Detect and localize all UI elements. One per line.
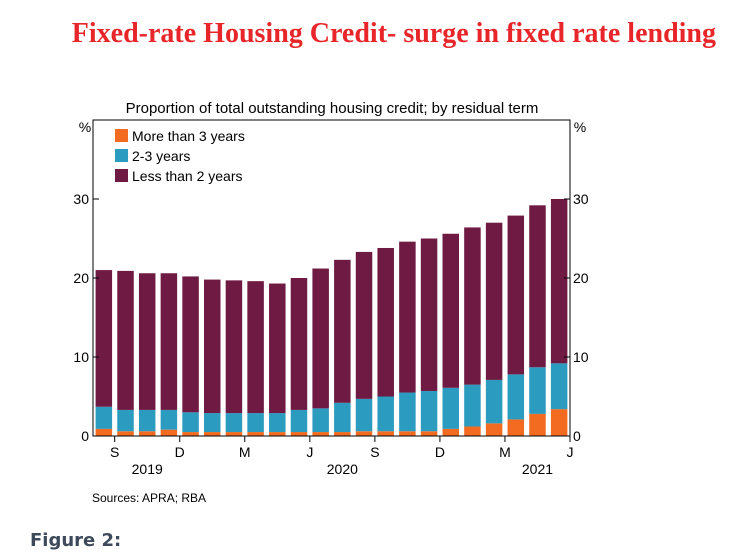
bar-segment-1-17	[442, 428, 459, 436]
bar-segment-3-19	[485, 222, 503, 380]
bar-segment-1-6	[204, 432, 221, 436]
bar-segment-1-3	[138, 431, 156, 436]
bar-segment-1-15	[399, 431, 416, 436]
bar-segment-2-14	[377, 396, 394, 432]
bar-segment-3-12	[334, 259, 351, 403]
legend-swatch-1	[115, 129, 128, 142]
bar-segment-3-2	[117, 270, 134, 410]
y-tick-label-right-10: 10	[573, 349, 589, 365]
bar-segment-2-3	[138, 409, 156, 432]
y-tick-label-right-0: 0	[573, 428, 581, 444]
bar-segment-1-4	[160, 429, 178, 436]
bar-segment-1-13	[355, 431, 373, 436]
y-tick-label-left-20: 20	[73, 270, 89, 286]
bar-segment-1-22	[550, 409, 568, 436]
bar-segment-3-18	[464, 227, 481, 385]
bar-segment-2-19	[485, 379, 503, 424]
legend-swatch-3	[115, 169, 128, 182]
bar-segment-2-1	[95, 406, 113, 429]
chart-title: Proportion of total outstanding housing …	[126, 100, 539, 117]
bar-segment-1-2	[117, 431, 134, 436]
x-tick-label-5: S	[370, 444, 379, 460]
bar-segment-2-6	[204, 413, 221, 433]
bar-segment-2-11	[312, 408, 329, 433]
bar-segment-3-7	[225, 280, 243, 414]
bar-segment-2-22	[550, 363, 568, 410]
bar-segment-1-20	[507, 419, 525, 436]
bar-segment-1-9	[269, 432, 286, 436]
bar-segment-2-21	[529, 367, 546, 414]
bar-segment-3-10	[290, 278, 308, 410]
y-tick-label-right-30: 30	[573, 191, 589, 207]
slide-title: Fixed-rate Housing Credit- surge in fixe…	[71, 18, 716, 49]
bar-segment-2-12	[334, 402, 351, 433]
bar-segment-1-7	[225, 432, 243, 436]
bar-segment-3-5	[182, 276, 199, 413]
x-tick-label-7: M	[499, 444, 511, 460]
bar-segment-1-18	[464, 426, 481, 436]
bar-segment-3-13	[355, 251, 373, 399]
bar-segment-2-5	[182, 412, 199, 433]
bar-segment-2-8	[247, 413, 264, 433]
figure-caption: Figure 2:	[30, 530, 122, 551]
x-year-label-2019: 2019	[132, 461, 163, 477]
bar-segment-2-20	[507, 374, 525, 420]
bar-segment-3-9	[269, 283, 286, 414]
x-tick-label-6: D	[435, 444, 445, 460]
bar-segment-3-21	[529, 205, 546, 368]
legend-label-2: 2-3 years	[132, 148, 190, 164]
x-tick-label-4: J	[306, 444, 313, 460]
bar-segment-3-11	[312, 268, 329, 409]
legend-swatch-2	[115, 149, 128, 162]
bar-segment-2-7	[225, 413, 243, 433]
bar-segment-1-5	[182, 432, 199, 436]
x-year-label-2021: 2021	[522, 461, 553, 477]
bar-segment-2-15	[399, 392, 416, 432]
bar-segment-3-14	[377, 247, 394, 397]
legend-label-1: More than 3 years	[132, 128, 245, 144]
bar-segment-1-8	[247, 432, 264, 436]
y-tick-label-left-0: 0	[81, 428, 89, 444]
chart-source: Sources: APRA; RBA	[92, 491, 206, 505]
bar-segment-3-1	[95, 270, 113, 407]
bar-segment-2-13	[355, 398, 373, 432]
x-tick-label-8: J	[567, 444, 574, 460]
bar-segment-3-3	[138, 273, 156, 410]
bar-segment-3-15	[399, 241, 416, 393]
bar-segment-1-21	[529, 413, 546, 436]
bar-segment-1-16	[420, 431, 438, 436]
bar-segment-1-19	[485, 423, 503, 436]
bar-segment-2-9	[269, 413, 286, 433]
bar-segment-2-10	[290, 409, 308, 433]
x-year-label-2020: 2020	[327, 461, 358, 477]
x-tick-label-1: S	[110, 444, 119, 460]
bar-segment-3-20	[507, 215, 525, 375]
bar-segment-2-18	[464, 384, 481, 427]
bar-segment-3-17	[442, 233, 459, 388]
bar-segment-2-4	[160, 409, 178, 430]
bar-segment-1-11	[312, 432, 329, 436]
bar-segment-3-22	[550, 199, 568, 364]
bar-segment-1-10	[290, 432, 308, 436]
y-tick-label-right-20: 20	[573, 270, 589, 286]
bar-segment-3-6	[204, 279, 221, 414]
bar-segment-2-2	[117, 409, 134, 432]
bar-segment-3-4	[160, 273, 178, 410]
y-unit-left: %	[79, 119, 91, 135]
bar-segment-2-17	[442, 387, 459, 429]
y-tick-label-left-30: 30	[73, 191, 89, 207]
bar-segment-1-12	[334, 432, 351, 436]
bar-segment-1-14	[377, 431, 394, 436]
x-tick-label-3: M	[239, 444, 251, 460]
legend-label-3: Less than 2 years	[132, 168, 243, 184]
bar-segment-1-1	[95, 428, 113, 436]
y-unit-right: %	[574, 119, 586, 135]
bar-segment-2-16	[420, 390, 438, 432]
y-tick-label-left-10: 10	[73, 349, 89, 365]
bar-segment-3-16	[420, 238, 438, 391]
x-tick-label-2: D	[175, 444, 185, 460]
bar-segment-3-8	[247, 281, 264, 414]
